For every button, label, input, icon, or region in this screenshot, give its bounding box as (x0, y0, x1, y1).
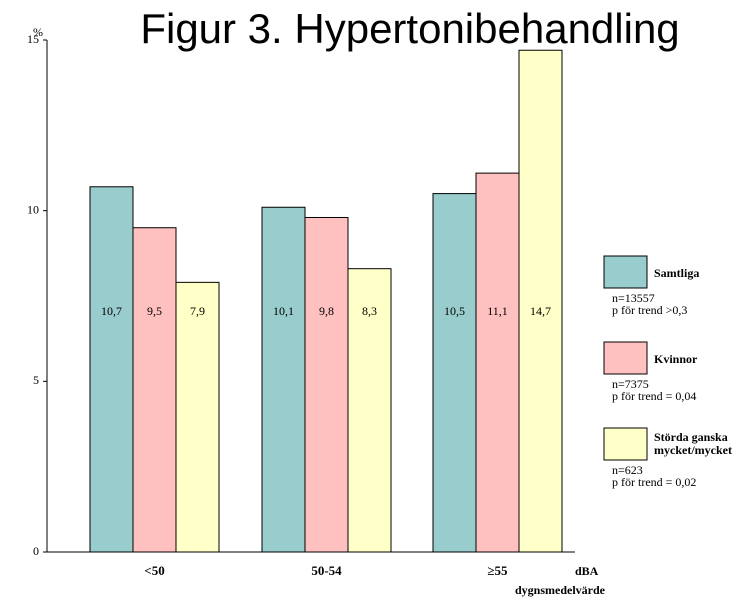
legend-swatch (603, 427, 648, 461)
value-label: 10,7 (101, 304, 122, 318)
bar (175, 281, 220, 553)
x-tick-label: ≥55 (487, 563, 508, 578)
legend-note: n=7375 (612, 377, 649, 391)
legend-note: p för trend = 0,02 (612, 475, 696, 489)
bar (347, 268, 392, 553)
value-label: 9,8 (319, 304, 334, 318)
x-tick-label: 50-54 (311, 563, 342, 578)
legend-swatch (603, 255, 648, 289)
y-tick-label: 0 (33, 544, 39, 558)
legend-label: Störda ganska mycket/mycket (654, 430, 732, 457)
bar (89, 186, 134, 553)
x-axis-label: dBA (575, 564, 599, 578)
legend-note: p för trend >0,3 (612, 303, 687, 317)
legend-label: Kvinnor (654, 352, 698, 366)
bar (432, 193, 477, 553)
y-tick-label: 15 (27, 32, 39, 46)
chart-title: Figur 3. Hypertonibehandling (140, 5, 679, 52)
bar (132, 227, 177, 553)
value-label: 9,5 (147, 304, 162, 318)
x-axis-label: dygnsmedelvärde (515, 583, 606, 597)
x-tick-label: <50 (144, 563, 164, 578)
bar (304, 216, 349, 553)
value-label: 7,9 (190, 304, 205, 318)
bar (261, 206, 306, 553)
legend-note: n=623 (612, 463, 643, 477)
y-unit: % (33, 25, 43, 39)
value-label: 14,7 (530, 304, 551, 318)
y-tick-label: 5 (33, 373, 39, 387)
bar (475, 172, 520, 553)
legend-note: p för trend = 0,04 (612, 389, 696, 403)
value-label: 10,1 (273, 304, 294, 318)
bar (518, 49, 563, 553)
value-label: 11,1 (487, 304, 508, 318)
value-label: 10,5 (444, 304, 465, 318)
legend-swatch (603, 341, 648, 375)
legend-label: Samtliga (654, 266, 699, 280)
y-tick-label: 10 (27, 202, 39, 216)
value-label: 8,3 (362, 304, 377, 318)
legend-note: n=13557 (612, 291, 655, 305)
